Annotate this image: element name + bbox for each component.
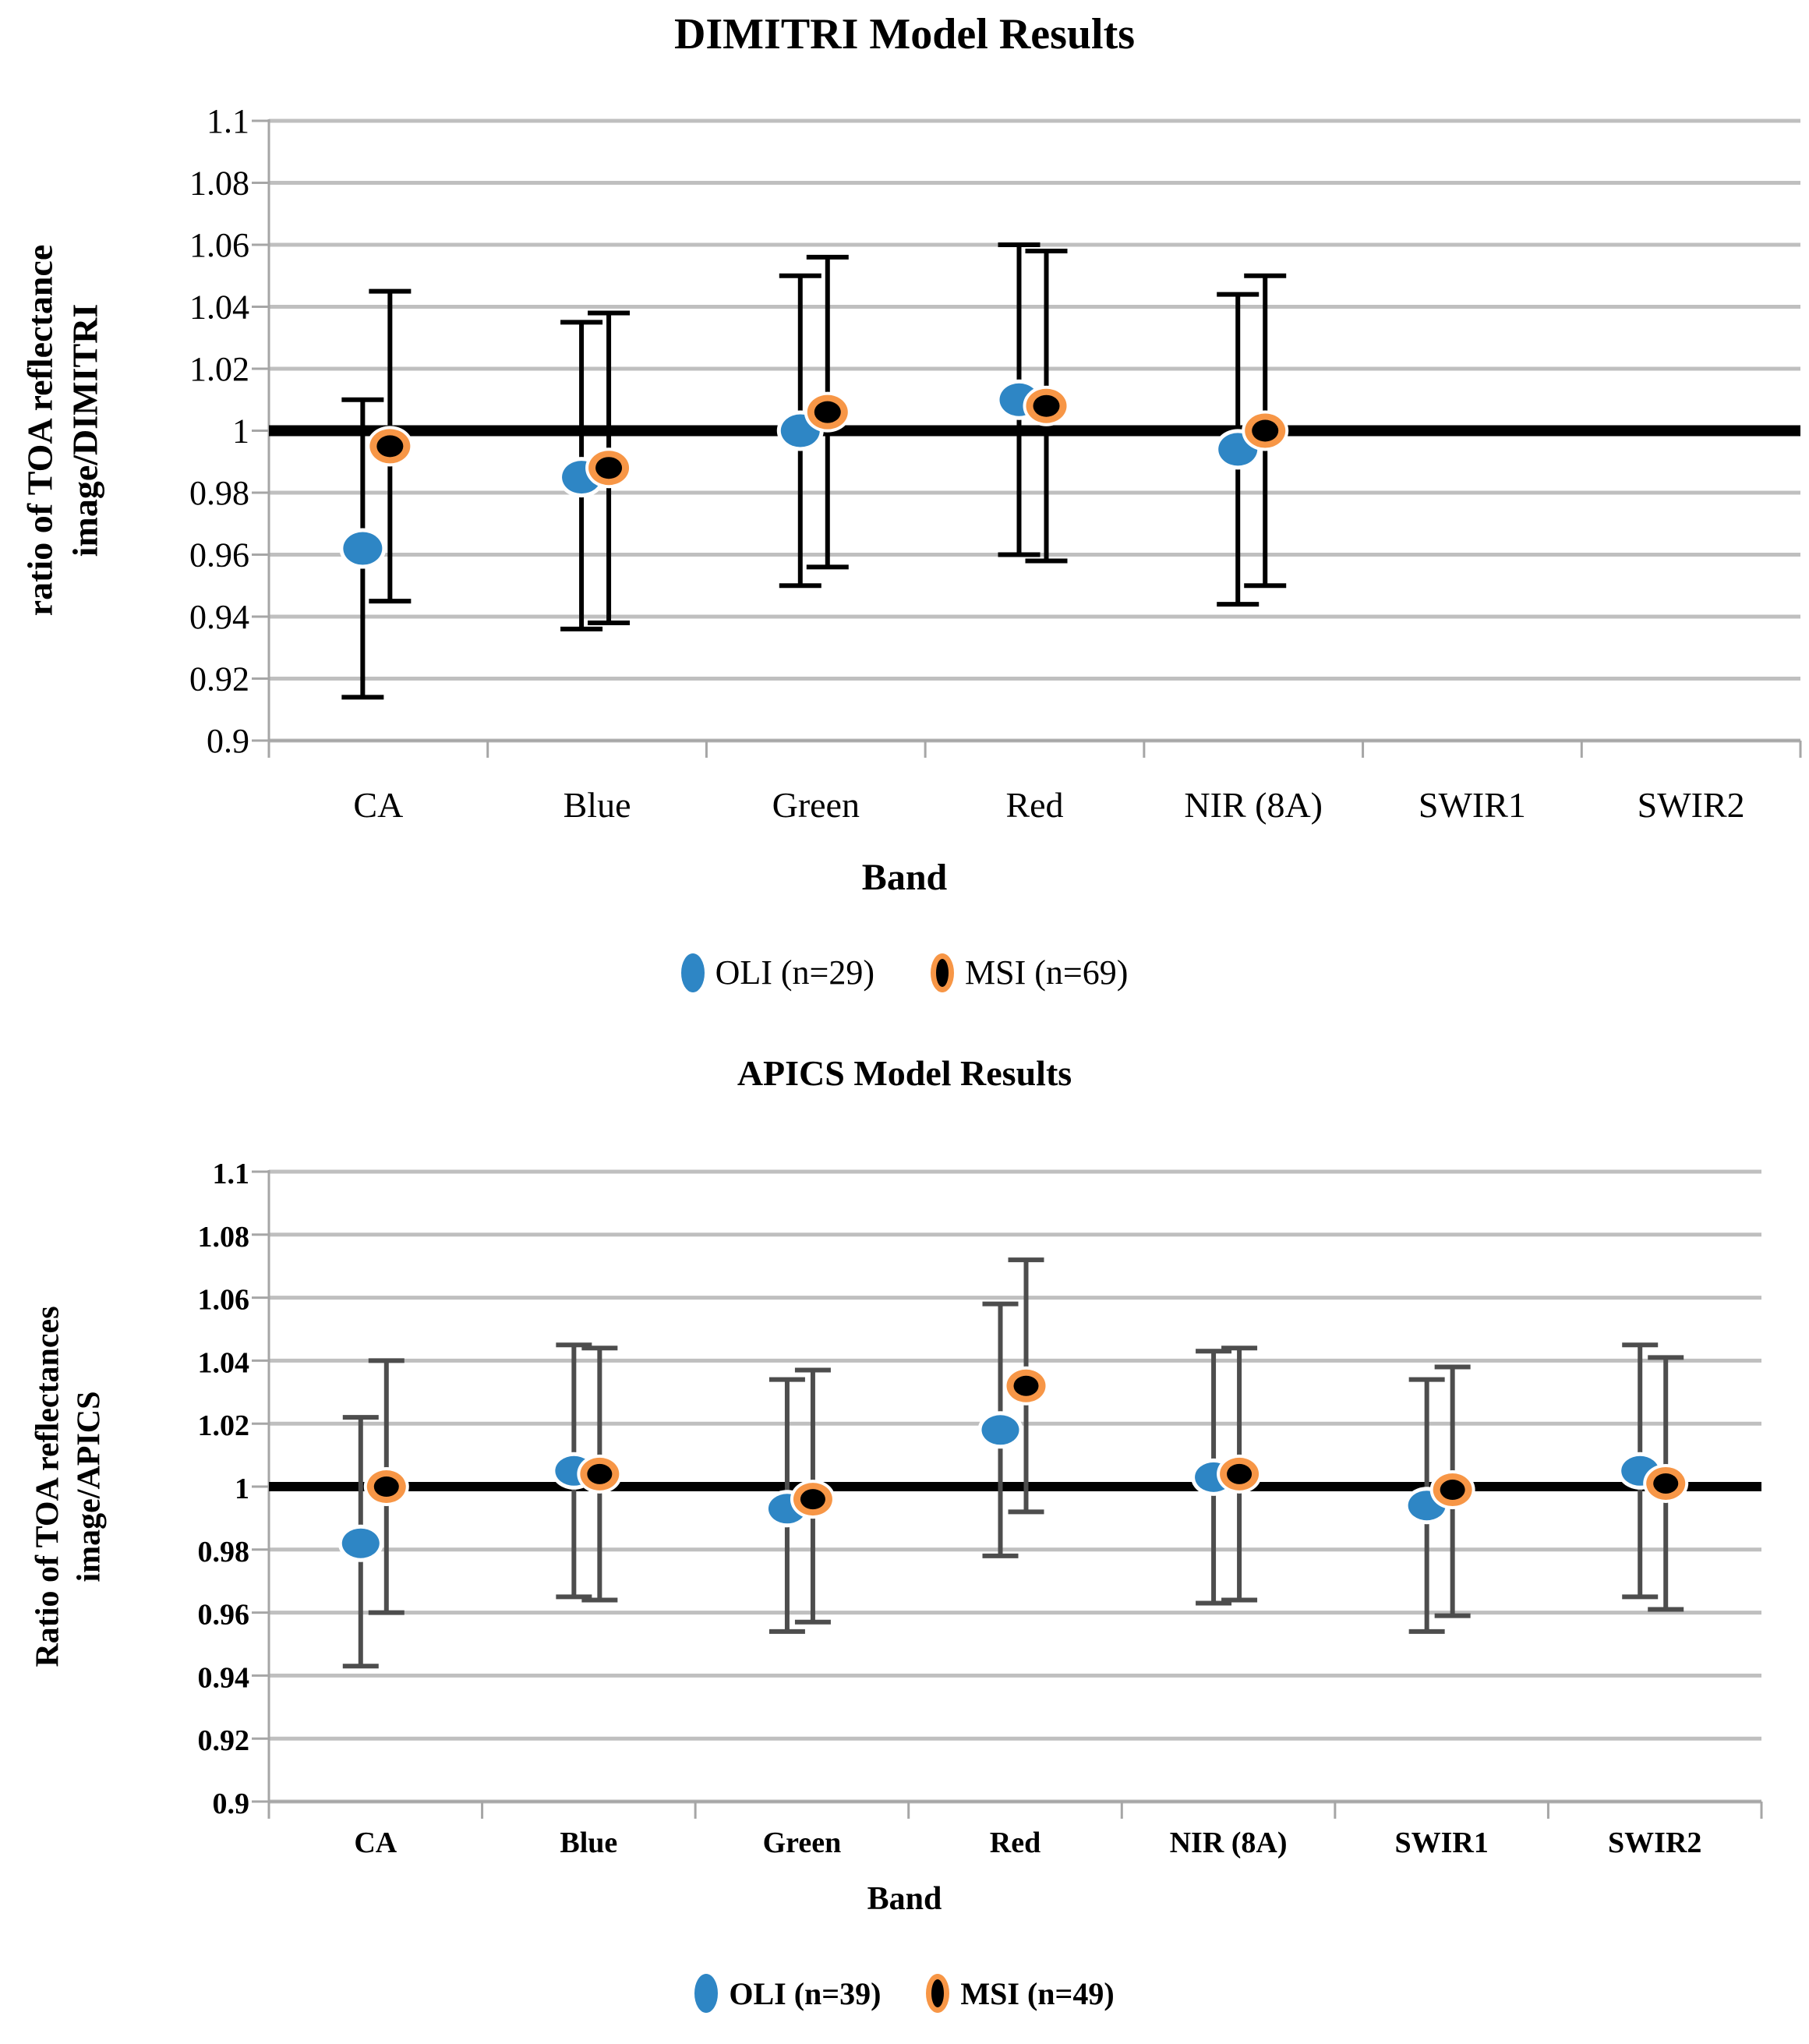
dimitri-legend-item-msi: MSI (n=69): [931, 953, 1128, 992]
data-point-msi-SWIR2: [1653, 1473, 1679, 1494]
y-tick-label: 1.02: [189, 350, 249, 388]
y-tick-label: 0.94: [189, 598, 249, 636]
y-tick-label: 0.9: [207, 722, 249, 760]
y-tick-label: 0.96: [198, 1599, 250, 1632]
y-tick-label: 1.04: [189, 288, 249, 327]
x-tick-label: CA: [354, 1827, 397, 1859]
data-point-msi-Blue: [587, 1463, 613, 1484]
apics-legend: OLI (n=39) MSI (n=49): [0, 1974, 1809, 2013]
y-tick-label: 0.94: [198, 1661, 250, 1694]
apics-legend-label-oli: OLI (n=39): [729, 1975, 882, 2011]
data-point-oli-Red: [981, 1415, 1019, 1445]
apics-x-axis-title: Band: [867, 1881, 942, 1917]
x-tick-label: SWIR1: [1419, 785, 1526, 825]
x-tick-label: Green: [772, 785, 860, 825]
y-tick-label: 0.96: [189, 536, 249, 575]
x-tick-label: SWIR2: [1638, 785, 1745, 825]
dimitri-legend-label-msi: MSI (n=69): [965, 953, 1129, 992]
x-tick-label: NIR (8A): [1184, 785, 1323, 825]
apics-legend-item-oli: OLI (n=39): [694, 1974, 881, 2013]
data-point-msi-CA: [376, 435, 404, 458]
apics-legend-label-msi: MSI (n=49): [960, 1975, 1115, 2011]
x-tick-label: Blue: [560, 1827, 617, 1859]
y-tick-label: 1: [232, 412, 249, 451]
apics-legend-item-msi: MSI (n=49): [926, 1974, 1115, 2013]
apics-chart-title: APICS Model Results: [737, 1053, 1072, 1093]
data-point-msi-Green: [814, 401, 841, 423]
dimitri-chart: DIMITRI Model Results ratio of TOA refle…: [0, 0, 1809, 1013]
y-tick-label: 1.08: [189, 164, 249, 203]
x-tick-label: Red: [990, 1827, 1041, 1859]
dimitri-plot-area: 1.1 1.08 1.06 1.04 1.02 1 0.98 0.96 0.94 0.92 0.9 C…: [189, 102, 1802, 825]
data-point-msi-CA: [373, 1476, 399, 1497]
x-tick-label: Green: [763, 1827, 842, 1859]
data-point-msi-NIR (8A): [1252, 419, 1279, 442]
y-tick-label: 0.92: [189, 660, 249, 698]
dimitri-legend-label-oli: OLI (n=29): [715, 953, 875, 992]
y-tick-label: 0.9: [213, 1788, 250, 1820]
x-tick-label: SWIR1: [1394, 1827, 1488, 1859]
dimitri-x-axis-title: Band: [861, 857, 948, 898]
data-point-oli-CA: [343, 532, 383, 565]
apics-plot-area: 1.1 1.08 1.06 1.04 1.02 1 0.98 0.96 0.94 0.92 0.9 C…: [198, 1158, 1763, 1859]
y-tick-label: 1.04: [198, 1346, 250, 1379]
apics-chart: APICS Model Results Ratio of TOA reflect…: [0, 1013, 1809, 2044]
data-point-msi-Red: [1013, 1375, 1039, 1396]
data-point-oli-CA: [341, 1528, 380, 1558]
msi-marker-icon: [931, 953, 955, 992]
data-point-msi-Blue: [595, 457, 623, 479]
y-tick-label: 1.1: [207, 102, 249, 140]
dimitri-legend: OLI (n=29) MSI (n=69): [0, 953, 1809, 992]
data-point-msi-Red: [1033, 394, 1060, 417]
y-tick-label: 1.06: [198, 1284, 250, 1317]
oli-marker-icon: [680, 953, 705, 992]
data-point-msi-Green: [800, 1489, 825, 1510]
y-tick-label: 1.08: [198, 1221, 250, 1254]
y-tick-label: 1.06: [189, 226, 249, 264]
msi-marker-icon: [926, 1974, 950, 2013]
dimitri-chart-title: DIMITRI Model Results: [673, 10, 1136, 58]
data-point-msi-SWIR1: [1440, 1480, 1465, 1501]
x-tick-label: CA: [353, 785, 403, 825]
x-tick-label: SWIR2: [1608, 1827, 1701, 1859]
oli-marker-icon: [694, 1974, 719, 2013]
y-tick-label: 0.98: [189, 474, 249, 512]
y-tick-label: 1.02: [198, 1409, 250, 1442]
x-tick-label: NIR (8A): [1170, 1827, 1288, 1859]
dimitri-legend-item-oli: OLI (n=29): [680, 953, 875, 992]
x-tick-label: Blue: [564, 785, 631, 825]
y-tick-label: 0.92: [198, 1724, 250, 1757]
data-point-msi-NIR (8A): [1227, 1463, 1253, 1484]
y-tick-label: 0.98: [198, 1536, 250, 1568]
x-tick-label: Red: [1005, 785, 1063, 825]
y-tick-label: 1: [235, 1473, 249, 1505]
y-tick-label: 1.1: [213, 1158, 250, 1190]
